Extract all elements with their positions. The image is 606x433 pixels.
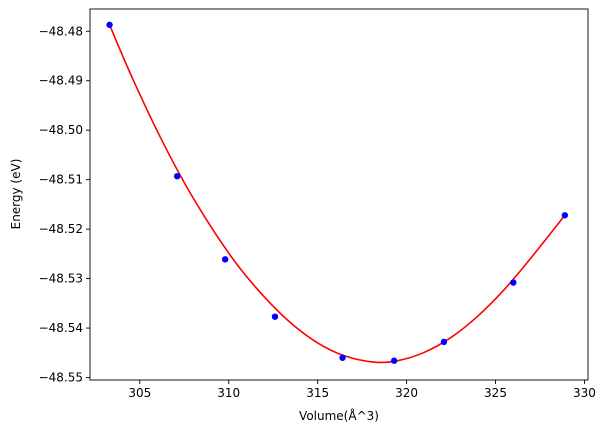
data-point (339, 354, 346, 361)
data-point (390, 357, 398, 364)
data-point (221, 256, 229, 263)
y-tick-label: −48.51 (39, 173, 83, 187)
y-tick-label: −48.48 (39, 24, 83, 38)
y-tick-label: −48.49 (39, 74, 83, 88)
y-axis-label: Energy (eV) (9, 159, 23, 230)
x-tick-label: 315 (306, 386, 329, 400)
y-tick-label: −48.52 (39, 222, 83, 236)
data-point (440, 338, 448, 346)
y-tick-label: −48.53 (39, 272, 83, 286)
y-tick-label: −48.55 (39, 371, 83, 385)
data-point (106, 21, 113, 29)
y-tick-label: −48.50 (39, 123, 83, 137)
x-tick-label: 305 (128, 386, 151, 400)
plot-frame (89, 8, 589, 381)
x-tick-label: 310 (217, 386, 240, 400)
data-point (173, 172, 181, 180)
plot-area (106, 21, 569, 364)
y-tick-label: −48.54 (39, 321, 83, 335)
data-point (561, 212, 569, 219)
x-tick-label: 325 (484, 386, 507, 400)
x-axis-label: Volume(Å^3) (299, 408, 379, 423)
fit-curve (108, 24, 566, 364)
data-point (271, 313, 279, 320)
x-tick-label: 320 (395, 386, 418, 400)
axes: 305 310 315 320 325 330 −48.48 −48.49 −48.50 −48.… (39, 8, 596, 400)
x-tick-label: 330 (573, 386, 596, 400)
data-point (510, 279, 517, 286)
